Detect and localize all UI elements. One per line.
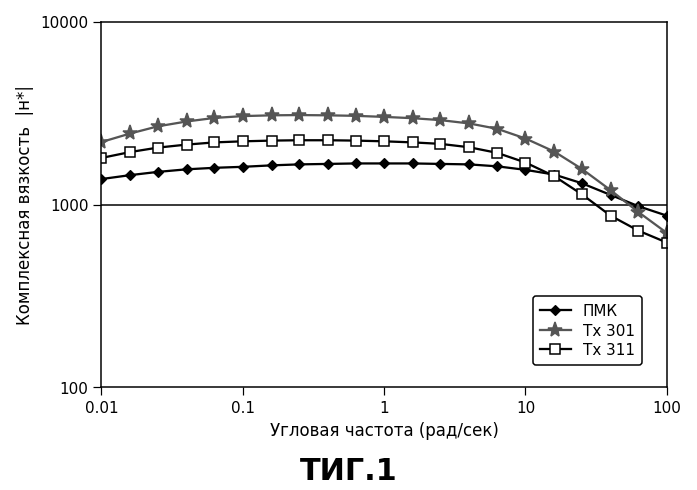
Tx 301 [97,140,105,146]
ПМК [97,176,105,182]
Tx 311 [267,138,275,144]
Tx 301 [465,121,473,127]
ПМК [351,161,360,167]
Tx 311 [351,138,360,144]
Tx 311 [380,139,388,145]
ПМК [210,165,218,171]
ПМК [521,167,529,173]
Tx 301 [153,124,162,130]
Line: Tx 301: Tx 301 [94,108,674,241]
ПМК [606,192,614,198]
Tx 311 [493,150,501,156]
Tx 301 [210,115,218,121]
Tx 311 [550,173,558,179]
Tx 301 [380,114,388,120]
Tx 301 [323,113,332,119]
Tx 301 [606,188,614,194]
Tx 301 [634,209,642,215]
Tx 301 [577,166,585,172]
ПМК [153,169,162,175]
Tx 301 [351,113,360,119]
Tx 311 [97,155,105,161]
Line: Tx 311: Tx 311 [97,136,671,247]
Tx 301 [521,136,529,142]
Text: ΤИГ.1: ΤИГ.1 [300,456,397,485]
ПМК [436,161,444,167]
ПМК [465,162,473,168]
Tx 301 [662,230,671,236]
Tx 301 [550,149,558,155]
Tx 311 [295,138,303,144]
ПМК [238,164,247,170]
Tx 311 [634,228,642,234]
ПМК [126,172,135,178]
Tx 311 [606,213,614,219]
ПМК [380,161,388,167]
Tx 311 [182,142,190,148]
ПМК [577,180,585,186]
ПМК [634,203,642,209]
Tx 301 [436,118,444,123]
ПМК [323,161,332,167]
Tx 311 [577,192,585,197]
ПМК [267,163,275,169]
Tx 311 [323,138,332,144]
Tx 311 [153,145,162,151]
Tx 301 [182,119,190,125]
Tx 301 [493,126,501,132]
ПМК [182,167,190,172]
Tx 311 [436,141,444,147]
ПМК [493,164,501,170]
Y-axis label: Комплексная вязкость  |н*|: Комплексная вязкость |н*| [16,85,34,325]
Tx 311 [465,145,473,150]
Tx 301 [238,114,247,120]
ПМК [295,162,303,168]
Tx 311 [521,160,529,166]
X-axis label: Угловая частота (рад/сек): Угловая частота (рад/сек) [270,421,498,440]
Tx 301 [267,113,275,119]
Tx 311 [210,140,218,146]
Legend: ПМК, Tx 301, Tx 311: ПМК, Tx 301, Tx 311 [533,296,642,366]
ПМК [408,161,417,167]
Line: ПМК: ПМК [98,160,670,220]
Tx 311 [662,240,671,246]
Tx 311 [126,149,135,155]
Tx 301 [126,131,135,137]
ПМК [662,213,671,219]
Tx 301 [408,116,417,122]
Tx 301 [295,113,303,119]
Tx 311 [238,139,247,145]
Tx 311 [408,140,417,146]
ПМК [550,172,558,178]
